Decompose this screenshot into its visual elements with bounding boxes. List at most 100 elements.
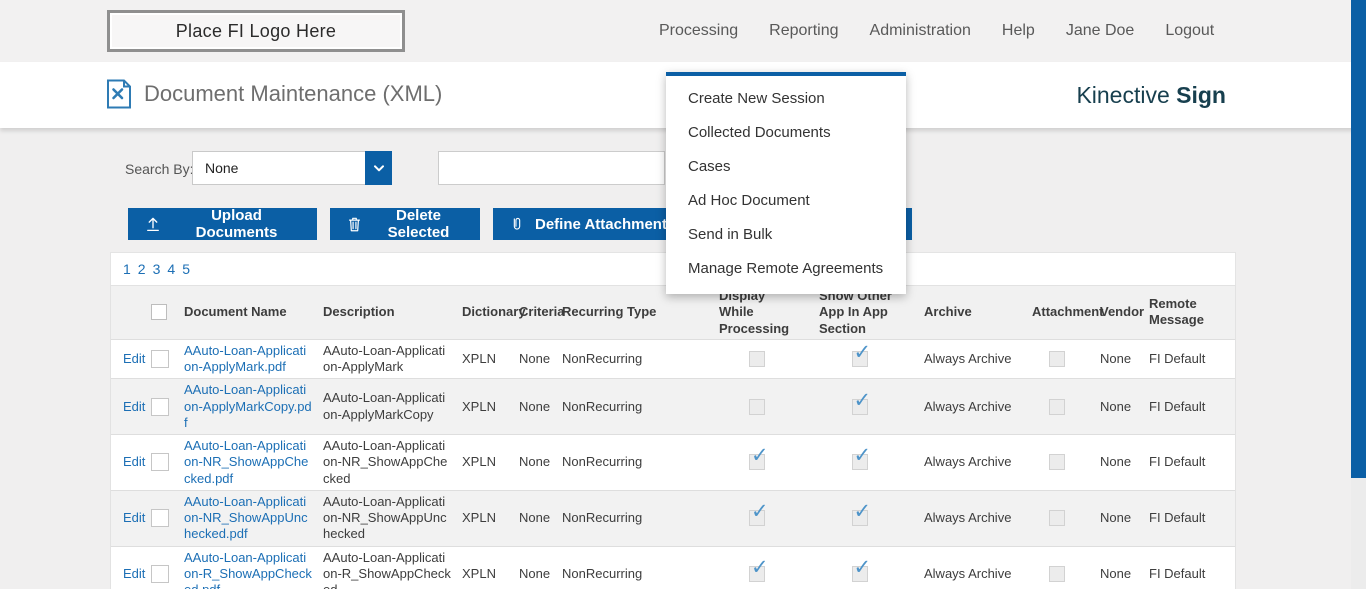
vertical-scrollbar[interactable] xyxy=(1351,0,1366,589)
search-by-label: Search By: xyxy=(125,161,194,177)
top-navigation: Processing Reporting Administration Help Jan… xyxy=(659,0,1214,62)
brand-logo: Kinective Sign xyxy=(1076,82,1226,109)
upload-icon xyxy=(147,217,159,232)
row-select-checkbox[interactable] xyxy=(151,509,169,528)
check-icon: ✓ xyxy=(853,341,872,364)
select-dropdown-button[interactable] xyxy=(365,151,392,185)
show-other-app-checkbox: ✓ xyxy=(851,557,871,582)
criteria-cell: None xyxy=(519,510,551,525)
menu-item-ad-hoc-document[interactable]: Ad Hoc Document xyxy=(688,192,810,209)
description-cell: AAuto-Loan-Application-ApplyMark xyxy=(323,342,446,374)
show-other-app-cell: ✓ xyxy=(806,342,911,370)
col-document-name: Document Name xyxy=(184,304,287,320)
page-link-2[interactable]: 2 xyxy=(137,261,146,277)
attachment-checkbox: ✓ xyxy=(1049,398,1065,415)
edit-link[interactable]: Edit xyxy=(123,454,146,470)
document-name-link[interactable]: AAuto-Loan-Application-ApplyMark.pdf xyxy=(184,342,307,374)
page-link-3[interactable]: 3 xyxy=(152,261,161,277)
show-other-app-checkbox: ✓ xyxy=(851,501,871,527)
search-input[interactable] xyxy=(438,151,665,185)
display-while-processing-cell: ✓ xyxy=(706,501,806,529)
dictionary-cell: XPLN xyxy=(462,350,496,366)
delete-selected-label: Delete Selected xyxy=(387,207,450,241)
row-select-checkbox[interactable] xyxy=(151,564,169,583)
table-body: Edit AAuto-Loan-Application-ApplyMark.pd… xyxy=(111,339,1235,589)
check-icon: ✓ xyxy=(853,555,872,579)
edit-link[interactable]: Edit xyxy=(123,398,146,414)
search-by-select[interactable]: None xyxy=(192,151,392,185)
menu-item-cases[interactable]: Cases xyxy=(688,158,731,175)
document-name-link[interactable]: AAuto-Loan-Application-ApplyMarkCopy.pdf xyxy=(184,382,312,430)
archive-cell: Always Archive xyxy=(924,454,1012,470)
search-by-selected-value: None xyxy=(205,160,239,176)
row-select-checkbox[interactable] xyxy=(151,453,169,472)
document-name-link[interactable]: AAuto-Loan-Application-R_ShowAppChecked.… xyxy=(184,549,312,589)
col-recurring-type: Recurring Type xyxy=(562,304,657,320)
remote-message-cell: FI Default xyxy=(1149,398,1206,414)
attachment-cell: ✓ xyxy=(1026,348,1086,370)
page-link-5[interactable]: 5 xyxy=(182,261,190,277)
attachment-checkbox: ✓ xyxy=(1049,565,1065,582)
vendor-cell: None xyxy=(1100,398,1132,414)
criteria-cell: None xyxy=(519,454,551,470)
upload-documents-button[interactable]: Upload Documents xyxy=(128,207,317,241)
check-icon: ✓ xyxy=(853,388,872,412)
select-all-checkbox[interactable] xyxy=(151,304,167,321)
check-icon: ✓ xyxy=(853,444,872,468)
attachment-checkbox: ✓ xyxy=(1049,454,1065,471)
menu-item-send-in-bulk[interactable]: Send in Bulk xyxy=(688,226,773,243)
row-select-checkbox[interactable] xyxy=(151,397,169,416)
scrollbar-thumb[interactable] xyxy=(1351,0,1366,478)
check-icon: ✓ xyxy=(751,500,769,524)
upload-documents-label: Upload Documents xyxy=(195,207,278,241)
display-while-processing-checkbox: ✓ xyxy=(749,398,765,415)
col-criteria: Criteria xyxy=(519,304,565,320)
documents-table: Document Name Description Dictionary Cri… xyxy=(110,285,1236,589)
nav-item-reporting[interactable]: Reporting xyxy=(769,22,839,39)
remote-message-cell: FI Default xyxy=(1149,454,1206,470)
show-other-app-cell: ✓ xyxy=(806,445,911,473)
check-icon: ✓ xyxy=(751,444,769,468)
col-attachment: Attachment xyxy=(1032,304,1104,320)
menu-item-create-new-session[interactable]: Create New Session xyxy=(688,90,825,107)
fi-logo-placeholder: Place FI Logo Here xyxy=(107,10,405,52)
edit-link[interactable]: Edit xyxy=(123,510,146,525)
nav-item-logout[interactable]: Logout xyxy=(1165,22,1215,39)
table-row: Edit AAuto-Loan-Application-NR_ShowAppUn… xyxy=(111,490,1235,547)
dictionary-cell: XPLN xyxy=(462,398,496,414)
recurring-type-cell: NonRecurring xyxy=(562,510,643,525)
row-select-checkbox[interactable] xyxy=(151,350,169,368)
delete-selected-button[interactable]: Delete Selected xyxy=(330,207,480,241)
show-other-app-cell: ✓ xyxy=(806,557,911,585)
attachment-checkbox: ✓ xyxy=(1049,510,1065,527)
col-archive: Archive xyxy=(924,304,972,320)
edit-link[interactable]: Edit xyxy=(123,565,146,581)
show-other-app-checkbox: ✓ xyxy=(851,390,871,415)
nav-item-help[interactable]: Help xyxy=(1001,22,1035,39)
xml-document-icon xyxy=(107,79,131,109)
document-name-link[interactable]: AAuto-Loan-Application-NR_ShowAppUncheck… xyxy=(184,493,308,542)
page-link-4[interactable]: 4 xyxy=(167,261,176,277)
edit-link[interactable]: Edit xyxy=(123,350,146,366)
nav-item-jane-doe[interactable]: Jane Doe xyxy=(1065,22,1135,39)
nav-item-processing[interactable]: Processing xyxy=(659,22,739,39)
menu-item-manage-remote-agreements[interactable]: Manage Remote Agreements xyxy=(688,260,884,277)
nav-item-administration[interactable]: Administration xyxy=(869,22,971,39)
remote-message-cell: FI Default xyxy=(1149,565,1206,581)
display-while-processing-checkbox: ✓ xyxy=(749,445,769,471)
description-cell: AAuto-Loan-Application-ApplyMarkCopy xyxy=(323,390,446,422)
recurring-type-cell: NonRecurring xyxy=(562,398,643,414)
vendor-cell: None xyxy=(1100,454,1132,470)
criteria-cell: None xyxy=(519,565,551,581)
display-while-processing-cell: ✓ xyxy=(706,348,806,370)
document-name-link[interactable]: AAuto-Loan-Application-NR_ShowAppChecked… xyxy=(184,438,309,486)
trash-icon xyxy=(348,217,361,232)
page-link-1[interactable]: 1 xyxy=(123,261,131,277)
dictionary-cell: XPLN xyxy=(462,454,496,470)
remote-message-cell: FI Default xyxy=(1149,510,1206,525)
attachment-cell: ✓ xyxy=(1026,563,1086,585)
description-cell: AAuto-Loan-Application-NR_ShowAppChecked xyxy=(323,438,448,486)
fi-logo-text: Place FI Logo Here xyxy=(175,20,337,41)
menu-item-collected-documents[interactable]: Collected Documents xyxy=(688,124,831,141)
